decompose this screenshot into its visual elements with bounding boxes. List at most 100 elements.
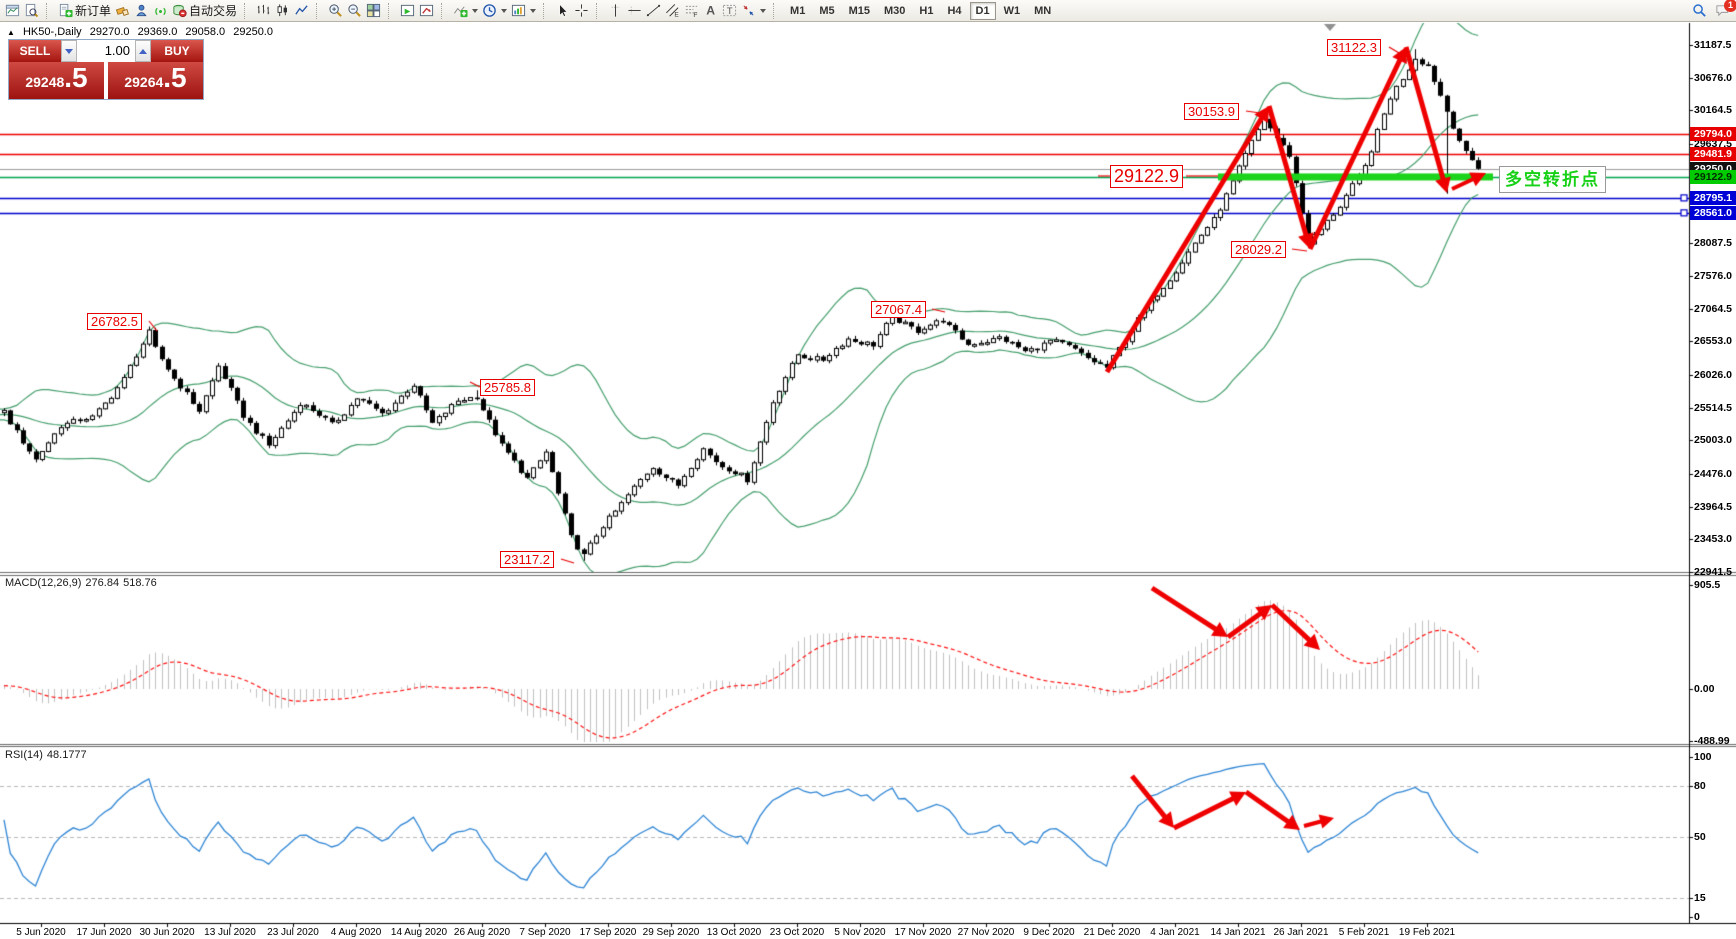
toolbar-separator bbox=[46, 2, 53, 19]
indicators-dropdown-icon[interactable] bbox=[472, 8, 479, 13]
price-annotation: 28029.2 bbox=[1231, 241, 1286, 258]
sell-price-pips: .5 bbox=[64, 62, 88, 93]
auto-trading-label: 自动交易 bbox=[189, 4, 238, 18]
toolbar-cursor-button[interactable] bbox=[553, 2, 572, 19]
price-tick: 31187.5 bbox=[1694, 39, 1732, 51]
toolbar-text-label-button[interactable]: T bbox=[720, 2, 739, 19]
arrows-tool-dropdown-icon[interactable] bbox=[760, 8, 767, 13]
buy-button[interactable]: BUY bbox=[151, 40, 203, 62]
rsi-axis-tick: 0 bbox=[1694, 911, 1700, 923]
toolbar-arrows-tool-button[interactable] bbox=[739, 2, 768, 19]
text-icon: A bbox=[703, 3, 718, 18]
zoom-out-icon bbox=[347, 3, 362, 18]
periods-dropdown-icon[interactable] bbox=[501, 8, 508, 13]
price-badge: 28795.1 bbox=[1690, 190, 1736, 205]
svg-text:F: F bbox=[693, 12, 697, 18]
date-tick: 13 Jul 2020 bbox=[204, 927, 256, 938]
ohlc-low: 29058.0 bbox=[185, 26, 226, 38]
price-annotation: 23117.2 bbox=[500, 551, 555, 568]
price-tick: 23964.5 bbox=[1694, 500, 1732, 513]
toolbar-trendline-button[interactable] bbox=[644, 2, 663, 19]
sell-button[interactable]: SELL bbox=[9, 40, 61, 62]
timeframe-H1-button[interactable]: H1 bbox=[919, 4, 934, 17]
turning-point-label: 多空转折点 bbox=[1499, 166, 1606, 193]
price-gap bbox=[104, 62, 108, 99]
channel-icon: E bbox=[665, 3, 680, 18]
toolbar-crosshair-button[interactable] bbox=[572, 2, 591, 19]
date-tick: 17 Jun 2020 bbox=[76, 927, 132, 938]
toolbar-separator bbox=[543, 2, 550, 19]
price-tick: 25514.5 bbox=[1694, 401, 1732, 414]
toolbar-auto-trading-button[interactable]: 自动交易 bbox=[170, 1, 239, 20]
symbol-header: ▲ HK50-,Daily 29270.0 29369.0 29058.0 29… bbox=[7, 26, 278, 38]
toolbar-templates-button[interactable] bbox=[509, 2, 538, 19]
timeframe-MN-button[interactable]: MN bbox=[1034, 4, 1052, 17]
timeframe-M1-button[interactable]: M1 bbox=[790, 4, 806, 17]
toolbar-vline-button[interactable] bbox=[606, 2, 625, 19]
line-chart-icon bbox=[294, 3, 309, 18]
toolbar-text-button[interactable]: A bbox=[701, 2, 720, 19]
timeframe-M30-button[interactable]: M30 bbox=[884, 4, 906, 17]
price-tick: 30676.0 bbox=[1694, 71, 1732, 84]
rsi-axis-tick: 15 bbox=[1694, 892, 1706, 904]
eraser-icon bbox=[115, 3, 130, 18]
timeframe-H4-button[interactable]: H4 bbox=[947, 4, 962, 17]
toolbar-charts-window-button[interactable] bbox=[3, 2, 22, 19]
notification-badge: 1 bbox=[1724, 0, 1736, 12]
date-tick: 9 Dec 2020 bbox=[1023, 927, 1075, 938]
collapse-icon[interactable]: ▲ bbox=[7, 28, 15, 37]
price-tick: 27064.5 bbox=[1694, 302, 1732, 315]
toolbar-new-order-button[interactable]: 新订单 bbox=[56, 1, 113, 20]
hline-icon bbox=[627, 3, 642, 18]
notifications-button[interactable]: 1 bbox=[1715, 0, 1736, 18]
toolbar-data-window-button[interactable] bbox=[22, 2, 41, 19]
text-label-icon: T bbox=[722, 3, 737, 18]
toolbar-fibonacci-button[interactable]: F bbox=[682, 2, 701, 19]
price-badge: 29122.9 bbox=[1690, 169, 1736, 184]
toolbar-indicators-button[interactable] bbox=[451, 2, 480, 19]
sell-price[interactable]: 29248.5 bbox=[9, 62, 104, 99]
toolbar-signal-button[interactable] bbox=[151, 2, 170, 19]
price-annotation: 26782.5 bbox=[87, 313, 142, 330]
date-tick: 14 Jan 2021 bbox=[1210, 927, 1266, 938]
toolbar-separator bbox=[773, 2, 780, 19]
macd-axis-tick: 0.00 bbox=[1694, 683, 1715, 695]
price-badge: 29481.9 bbox=[1690, 147, 1736, 161]
volume-decrease-button[interactable] bbox=[61, 40, 77, 62]
toolbar-zoom-in-button[interactable] bbox=[326, 2, 345, 19]
toolbar-channel-button[interactable]: E bbox=[663, 2, 682, 19]
toolbar-bars-chart-button[interactable] bbox=[254, 2, 273, 19]
buy-price[interactable]: 29264.5 bbox=[108, 62, 203, 99]
toolbar-periods-button[interactable] bbox=[480, 2, 509, 19]
timeframe-M15-button[interactable]: M15 bbox=[848, 4, 870, 17]
toolbar-tile-windows-button[interactable] bbox=[364, 2, 383, 19]
ohlc-high: 29369.0 bbox=[137, 26, 178, 38]
timeframe-M5-button[interactable]: M5 bbox=[819, 4, 835, 17]
date-tick: 5 Nov 2020 bbox=[834, 927, 886, 938]
sell-price-main: 29248 bbox=[25, 74, 65, 90]
toolbar-eraser-button[interactable] bbox=[113, 2, 132, 19]
svg-text:E: E bbox=[674, 12, 679, 18]
one-click-trading-panel: SELL 1.00 BUY 29248.5 29264.5 bbox=[8, 39, 204, 100]
toolbar-expert-button[interactable] bbox=[132, 2, 151, 19]
volume-up-icon bbox=[139, 48, 147, 54]
date-tick: 29 Sep 2020 bbox=[642, 927, 700, 938]
timeframe-D1-button[interactable]: D1 bbox=[969, 1, 996, 20]
volume-down-icon bbox=[65, 48, 73, 54]
price-tick: 25003.0 bbox=[1694, 434, 1732, 447]
toolbar-chart-shift-button[interactable] bbox=[417, 2, 436, 19]
toolbar-line-chart-button[interactable] bbox=[292, 2, 311, 19]
toolbar-auto-arrange-button[interactable] bbox=[398, 2, 417, 19]
volume-input[interactable]: 1.00 bbox=[77, 40, 135, 62]
timeframe-W1-button[interactable]: W1 bbox=[1003, 4, 1021, 17]
templates-dropdown-icon[interactable] bbox=[530, 8, 537, 13]
volume-increase-button[interactable] bbox=[135, 40, 151, 62]
search-icon[interactable] bbox=[1692, 3, 1707, 18]
macd-axis-tick: 905.5 bbox=[1694, 579, 1721, 591]
toolbar-hline-button[interactable] bbox=[625, 2, 644, 19]
toolbar-candles-chart-button[interactable] bbox=[273, 2, 292, 19]
symbol-title: HK50-,Daily bbox=[22, 26, 82, 38]
toolbar-zoom-out-button[interactable] bbox=[345, 2, 364, 19]
crosshair-icon bbox=[574, 3, 589, 18]
